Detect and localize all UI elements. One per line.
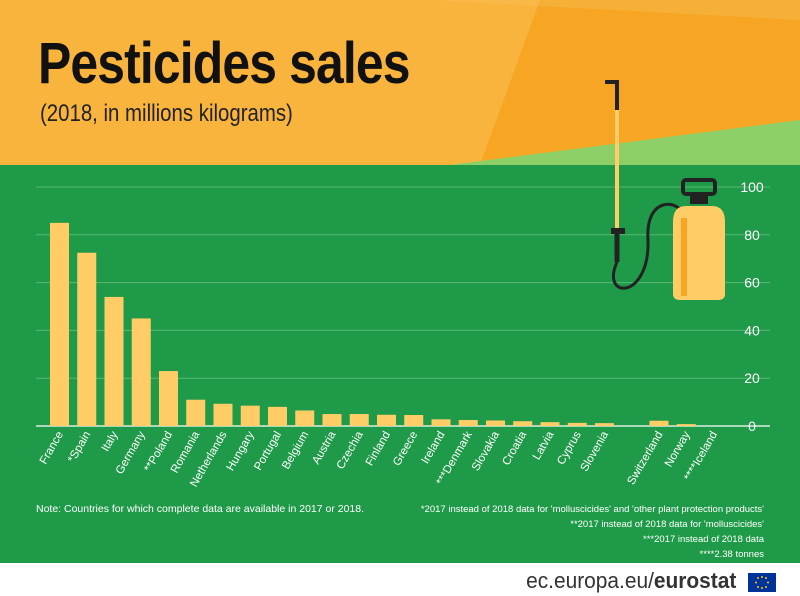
pesticide-sprayer-icon [605,80,725,300]
category-label: Ireland [420,430,448,466]
bar [213,403,233,426]
category-label: France [38,430,66,467]
bar [595,423,614,426]
category-label: Croatia [500,429,529,468]
bar [404,415,424,426]
grid-lines [36,186,770,427]
brand-domain: ec.europa.eu/ [525,568,654,593]
bar [77,252,97,426]
bar [240,405,260,426]
y-tick-label: 40 [744,322,760,338]
bar [431,419,451,426]
eurostat-brand[interactable]: ec.europa.eu/eurostat [526,568,736,594]
bar [676,424,696,426]
bar [159,371,178,426]
category-label: Cyprus [555,429,584,467]
bar [486,420,505,426]
category-label: Norway [663,429,693,469]
y-tick-label: 100 [740,179,764,195]
bar [513,421,533,426]
y-tick-label: 80 [744,227,760,243]
bar [349,414,369,426]
page-subtitle: (2018, in millions kilograms) [40,100,293,127]
footnote-3: ***2017 instead of 2018 data [643,534,764,545]
eu-flag-icon [748,573,776,592]
y-tick-label: 20 [744,370,760,386]
category-label: Latvia [531,429,557,462]
bar [322,414,342,426]
category-label: Austria [310,429,339,467]
bar [567,422,587,426]
bars [50,222,723,426]
category-label: Belgium [280,430,311,472]
bar [104,296,124,426]
footnote-2: **2017 instead of 2018 data for 'mollusc… [570,519,764,530]
bar [50,222,69,426]
category-label: Italy [100,429,121,453]
y-tick-label: 60 [744,275,760,291]
page-title: Pesticides sales [38,31,411,96]
category-label: Greece [391,430,420,469]
bar [458,420,478,426]
category-label: Switzerland [625,430,665,487]
bar [540,422,560,426]
bar [377,414,396,426]
footnote-4: ****2.38 tonnes [699,549,764,560]
bar [649,420,669,426]
category-labels: France *Spain ItalyGermany**PolandRomaniaN… [38,429,720,489]
bar [268,406,287,426]
y-axis-ticks: 0 20 40 60 80 100 [740,179,764,434]
bar [186,399,206,426]
bar [295,410,315,426]
footnote-1: *2017 instead of 2018 data for 'mollusci… [420,504,764,515]
category-label: Czechia [335,429,366,472]
bar [131,318,151,426]
note-text: Note: Countries for which complete data … [36,503,365,515]
category-label: Finland [364,430,393,469]
y-tick-label: 0 [748,418,756,434]
footnotes: *2017 instead of 2018 data for 'mollusci… [421,502,764,562]
category-label: *Spain [66,430,93,465]
category-label: Slovakia [470,429,502,473]
brand-name: eurostat [653,568,736,593]
